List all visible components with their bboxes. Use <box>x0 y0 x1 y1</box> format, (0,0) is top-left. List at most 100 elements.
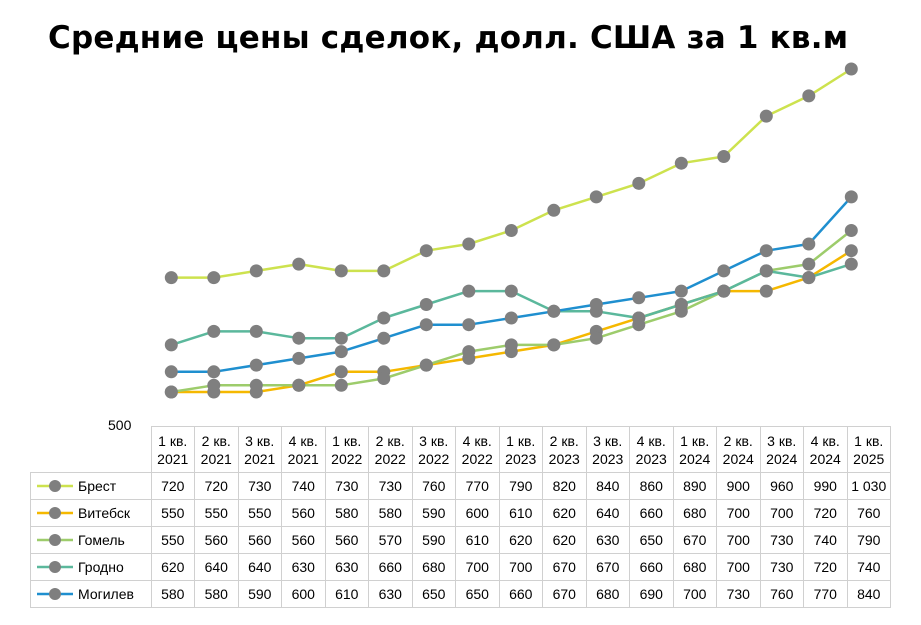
data-value-cell: 660 <box>498 580 543 608</box>
data-value-cell: 770 <box>803 580 848 608</box>
series-name: Гродно <box>78 558 124 575</box>
data-value-cell: 700 <box>716 499 761 527</box>
data-value-cell: 760 <box>411 472 456 500</box>
series-label-cell: Гомель <box>30 526 152 554</box>
data-point <box>249 378 263 392</box>
data-value-cell: 760 <box>759 580 804 608</box>
category-year: 2023 <box>505 450 537 467</box>
data-point <box>249 324 263 338</box>
data-value-cell: 720 <box>150 472 195 500</box>
series-line <box>171 67 852 279</box>
data-value-cell: 720 <box>803 499 848 527</box>
category-quarter: 3 кв. <box>767 432 797 449</box>
category-quarter: 4 кв. <box>288 432 318 449</box>
data-value-cell: 1 030 <box>846 472 891 500</box>
data-value-cell: 550 <box>237 499 282 527</box>
data-value-cell: 560 <box>324 526 369 554</box>
category-year: 2024 <box>722 450 754 467</box>
data-value-cell: 580 <box>324 499 369 527</box>
data-point <box>589 190 603 204</box>
data-point <box>844 62 858 76</box>
table-row: Гомель 550 560 560 560 560 570 590 610 620 620 630 6… <box>30 526 891 554</box>
data-point <box>674 156 688 170</box>
category-year: 2022 <box>418 450 450 467</box>
series-label-cell: Гродно <box>30 553 152 581</box>
category-year: 2021 <box>157 450 189 467</box>
data-value-cell: 670 <box>542 553 587 581</box>
category-quarter: 1 кв. <box>680 432 710 449</box>
data-point <box>844 257 858 271</box>
data-value-cell: 990 <box>803 472 848 500</box>
data-value-cell: 730 <box>324 472 369 500</box>
data-value-cell: 560 <box>281 499 326 527</box>
category-label: 4 кв. 2024 <box>803 426 848 473</box>
category-year: 2024 <box>809 450 841 467</box>
data-value-cell: 650 <box>411 580 456 608</box>
legend-key <box>37 480 73 493</box>
data-point <box>759 244 773 258</box>
category-quarter: 4 кв. <box>636 432 666 449</box>
data-point <box>207 324 221 338</box>
category-label: 4 кв. 2023 <box>629 426 674 473</box>
data-point <box>377 331 391 345</box>
table-row: Витебск 550 550 550 560 580 580 590 600 610 620 640… <box>30 499 891 527</box>
data-point <box>334 345 348 359</box>
data-point <box>674 298 688 311</box>
data-point <box>164 271 178 285</box>
data-point <box>462 284 476 298</box>
data-value-cell: 730 <box>759 553 804 581</box>
data-value-cell: 620 <box>542 526 587 554</box>
data-value-cell: 700 <box>455 553 500 581</box>
data-value-cell: 660 <box>629 499 674 527</box>
category-quarter: 3 кв. <box>593 432 623 449</box>
data-value-cell: 670 <box>585 553 630 581</box>
data-point <box>632 176 646 190</box>
data-value-cell: 700 <box>716 553 761 581</box>
data-point <box>334 264 348 278</box>
table-header-row: 1 кв. 2021 2 кв. 2021 3 кв. 2021 4 кв. 2021 1 кв… <box>31 426 891 473</box>
data-value-cell: 630 <box>368 580 413 608</box>
data-value-cell: 670 <box>672 526 717 554</box>
data-value-cell: 720 <box>194 472 239 500</box>
data-point <box>504 284 518 298</box>
data-point <box>292 378 306 392</box>
data-point <box>844 244 858 258</box>
y-axis-min-label: 500 <box>108 417 132 433</box>
category-year: 2023 <box>548 450 580 467</box>
data-value-cell: 760 <box>846 499 891 527</box>
category-label: 1 кв. 2023 <box>498 426 543 473</box>
data-value-cell: 610 <box>324 580 369 608</box>
data-point <box>717 264 731 278</box>
data-point <box>334 378 348 392</box>
data-value-cell: 730 <box>368 472 413 500</box>
data-value-cell: 700 <box>498 553 543 581</box>
data-value-cell: 680 <box>672 553 717 581</box>
data-point <box>419 358 433 372</box>
data-value-cell: 640 <box>585 499 630 527</box>
data-value-cell: 580 <box>368 499 413 527</box>
data-value-cell: 900 <box>716 472 761 500</box>
category-year: 2021 <box>200 450 232 467</box>
data-value-cell: 680 <box>585 580 630 608</box>
data-point <box>802 271 816 285</box>
category-label: 1 кв. 2024 <box>672 426 717 473</box>
data-point <box>334 365 348 379</box>
category-label: 4 кв. 2022 <box>455 426 500 473</box>
category-quarter: 2 кв. <box>549 432 579 449</box>
data-value-cell: 700 <box>672 580 717 608</box>
data-value-cell: 660 <box>629 553 674 581</box>
data-point <box>207 271 221 285</box>
data-point <box>292 257 306 271</box>
data-point <box>759 264 773 278</box>
category-label: 2 кв. 2021 <box>194 426 239 473</box>
category-label: 3 кв. 2022 <box>411 426 456 473</box>
data-value-cell: 890 <box>672 472 717 500</box>
table-corner <box>31 427 152 473</box>
data-point <box>504 311 518 325</box>
legend-key <box>37 561 73 574</box>
category-quarter: 4 кв. <box>810 432 840 449</box>
data-value-cell: 720 <box>803 553 848 581</box>
data-point <box>292 351 306 365</box>
data-point <box>844 190 858 204</box>
category-label: 3 кв. 2023 <box>585 426 630 473</box>
